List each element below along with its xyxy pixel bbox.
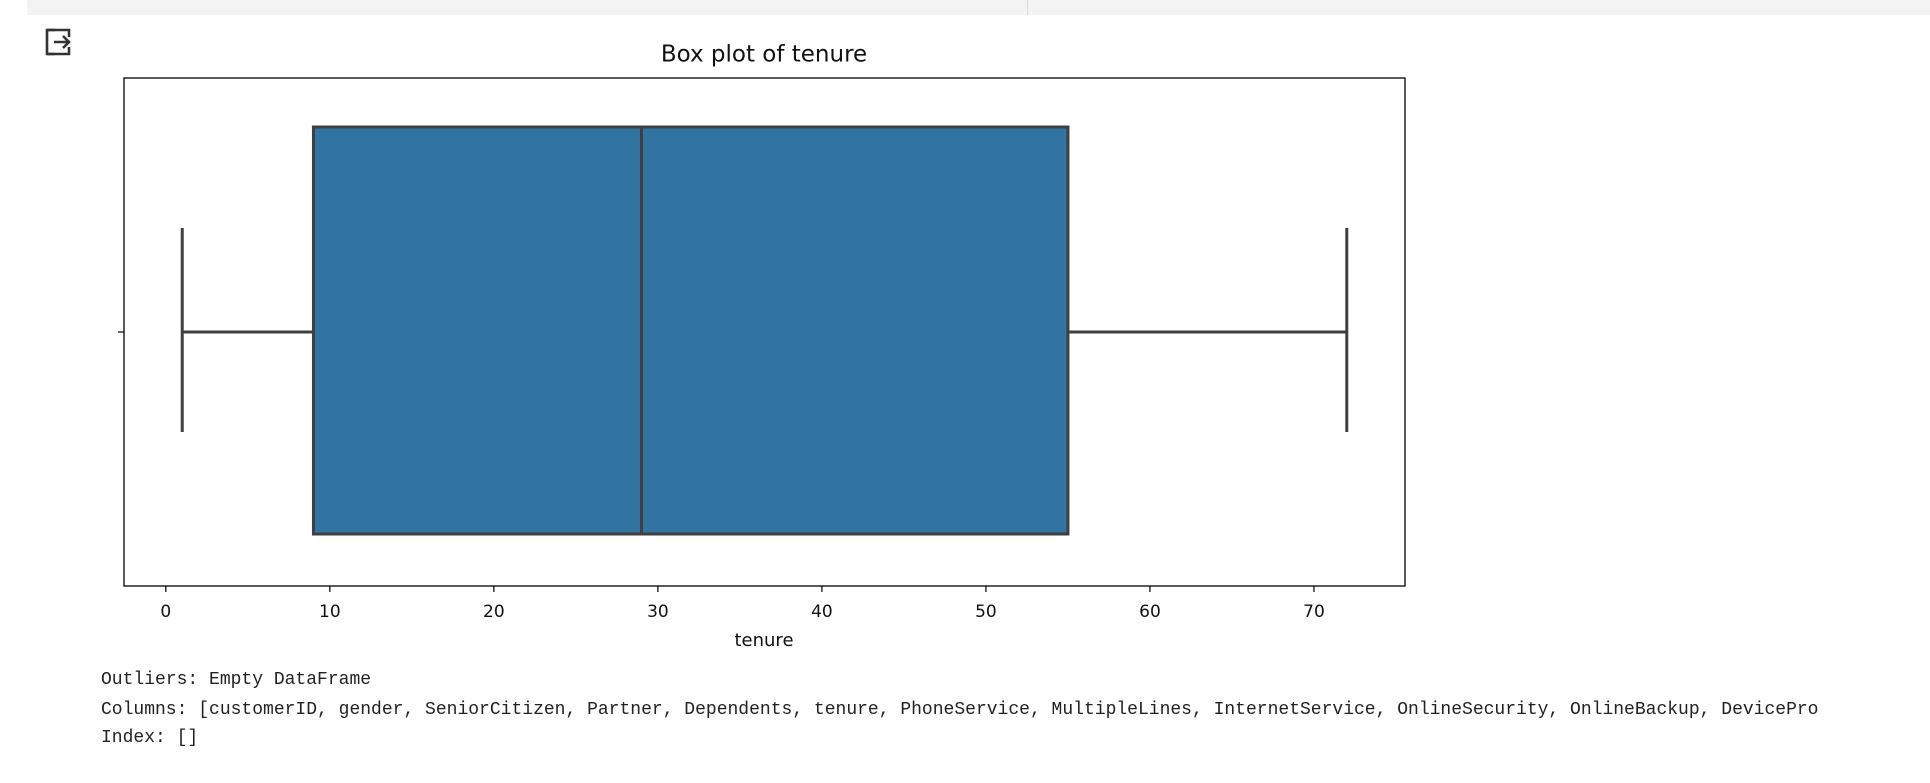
top-bar [27, 0, 1930, 15]
x-tick-label: 50 [975, 602, 997, 622]
box [311, 125, 1070, 536]
x-tick-label: 60 [1139, 602, 1161, 622]
x-tick-label: 70 [1303, 602, 1325, 622]
output-line: Outliers: Empty DataFrame [101, 670, 372, 690]
x-tick-label: 20 [483, 602, 505, 622]
output-icon[interactable] [43, 26, 75, 58]
divider [1027, 0, 1028, 15]
x-tick-label: 10 [319, 602, 341, 622]
x-axis-label: tenure [734, 630, 793, 651]
x-tick-label: 0 [160, 602, 171, 622]
output-line: Columns: [customerID, gender, SeniorCiti… [101, 700, 1819, 720]
chart: Box plot of tenure tenure 0 10 20 30 40 50 60 7… [118, 42, 1406, 651]
x-tick-label: 40 [811, 602, 833, 622]
chart-title: Box plot of tenure [661, 42, 867, 68]
x-tick-label: 30 [647, 602, 669, 622]
output-line: Index: [] [101, 728, 199, 748]
